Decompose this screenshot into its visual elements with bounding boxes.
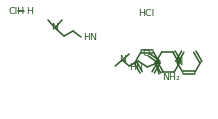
Text: HCl: HCl — [138, 8, 154, 17]
Text: HN: HN — [83, 32, 97, 42]
Text: ClH: ClH — [8, 7, 24, 15]
Text: N: N — [176, 57, 184, 67]
Text: N: N — [51, 22, 58, 32]
Text: HN: HN — [129, 64, 143, 72]
Text: O: O — [143, 50, 150, 59]
Text: H: H — [26, 7, 33, 15]
Text: NH₂: NH₂ — [162, 74, 180, 82]
Text: N: N — [119, 55, 126, 64]
